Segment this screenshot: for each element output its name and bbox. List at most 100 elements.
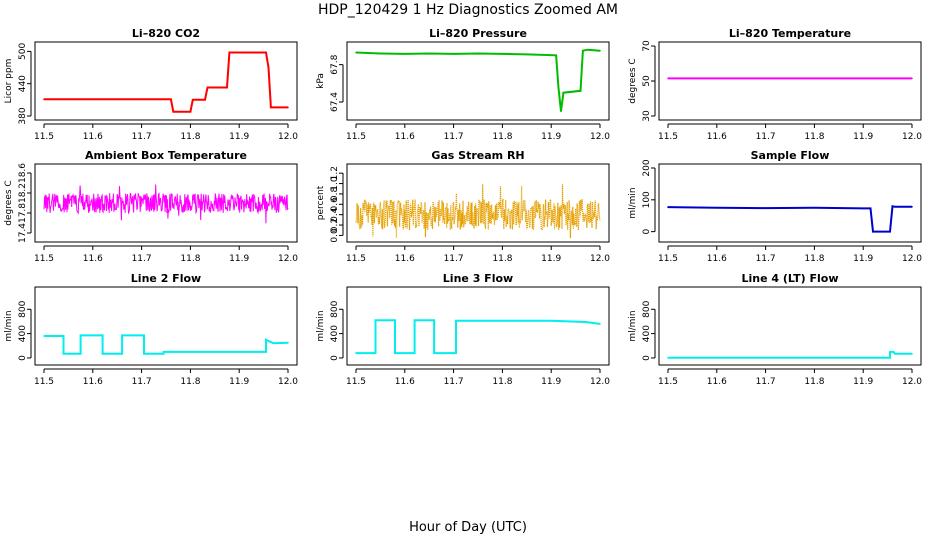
panel-title: Ambient Box Temperature — [85, 149, 247, 162]
x-tick-label: 11.8 — [804, 254, 824, 264]
data-point — [894, 206, 896, 208]
data-point — [192, 99, 194, 101]
y-axis-label: ml/min — [4, 310, 14, 341]
x-tick-label: 11.7 — [756, 254, 776, 264]
data-point — [265, 351, 267, 353]
data-point — [43, 98, 45, 101]
y-tick-label: 0.4 — [330, 207, 340, 222]
data-point — [889, 351, 891, 353]
data-point — [413, 352, 416, 354]
data-point — [270, 106, 272, 109]
series-line — [44, 51, 288, 113]
data-point — [667, 356, 669, 359]
data-point — [79, 352, 82, 355]
data-point — [582, 49, 584, 52]
series — [667, 77, 913, 80]
data-point — [599, 323, 601, 325]
data-point — [550, 320, 552, 322]
x-tick-label: 11.6 — [707, 132, 727, 142]
series-line — [667, 204, 912, 233]
data-point — [428, 52, 431, 55]
panel-5: Gas Stream RH 11.5 11.6 11.7 11.8 11.9 12.0 0.0… — [316, 149, 610, 264]
x-tick-label: 12.0 — [278, 132, 298, 142]
y-tick-label: 800 — [18, 300, 28, 317]
y-tick-label: 18.6 — [18, 163, 28, 183]
data-point — [143, 334, 145, 337]
data-point — [433, 352, 435, 354]
x-tick-label: 11.7 — [444, 132, 464, 142]
x-tick-label: 11.9 — [229, 254, 249, 264]
data-point — [162, 351, 165, 353]
y-tick-label: 50 — [642, 75, 652, 87]
y-tick-label: 200 — [642, 159, 652, 176]
y-tick-label: 380 — [18, 107, 28, 124]
data-point — [764, 207, 767, 209]
x-tick-label: 11.5 — [658, 377, 678, 387]
panel-2: Li–820 Pressure 11.5 11.6 11.7 11.8 11.9 12.0 6… — [316, 27, 610, 142]
y-tick-label: 0.8 — [330, 187, 340, 202]
x-tick-label: 11.8 — [492, 132, 512, 142]
data-point — [204, 99, 206, 101]
x-tick-label: 11.9 — [541, 377, 561, 387]
y-tick-label: 0 — [330, 355, 340, 361]
x-tick-label: 11.9 — [853, 377, 873, 387]
data-point — [228, 51, 231, 54]
data-point — [143, 352, 145, 355]
y-tick-label: 800 — [330, 300, 340, 317]
data-point — [265, 338, 267, 341]
data-point — [374, 319, 377, 322]
x-tick-label: 11.6 — [707, 254, 727, 264]
series — [355, 319, 601, 355]
x-axis: 11.5 11.6 11.7 11.8 11.9 12.0 — [658, 123, 922, 142]
data-point — [62, 352, 65, 355]
series — [667, 350, 913, 359]
x-axis: 11.5 11.6 11.7 11.8 11.9 12.0 — [346, 368, 610, 387]
plot-frame — [346, 41, 610, 121]
panel-title: Line 2 Flow — [131, 272, 201, 285]
data-point — [891, 205, 894, 207]
data-point — [477, 52, 479, 55]
data-point — [892, 351, 895, 353]
data-point — [894, 352, 896, 355]
data-point — [862, 207, 864, 210]
x-tick-label: 11.5 — [658, 254, 678, 264]
plot-frame — [658, 163, 922, 243]
y-tick-label: 0.6 — [330, 197, 340, 212]
plot-frame — [34, 163, 298, 243]
data-point — [889, 230, 891, 233]
x-tick-label: 11.8 — [180, 132, 200, 142]
x-tick-label: 12.0 — [590, 377, 610, 387]
y-axis-label: degrees C — [4, 180, 14, 225]
panel-6: Sample Flow 11.5 11.6 11.7 11.8 11.9 12.0 0 100 2… — [628, 149, 922, 264]
data-point — [265, 51, 267, 54]
y-axis: 30 50 70 degrees C — [628, 40, 656, 122]
series — [43, 334, 289, 355]
y-tick-label: 30 — [642, 110, 652, 122]
x-tick-label: 11.6 — [395, 377, 415, 387]
x-tick-label: 11.7 — [444, 254, 464, 264]
series — [667, 204, 913, 233]
x-tick-label: 11.9 — [229, 132, 249, 142]
x-tick-label: 11.8 — [492, 254, 512, 264]
x-tick-label: 11.5 — [34, 132, 54, 142]
panel-title: Line 4 (LT) Flow — [742, 272, 839, 285]
data-point — [911, 206, 913, 208]
x-axis: 11.5 11.6 11.7 11.8 11.9 12.0 — [658, 245, 922, 264]
data-point — [872, 230, 874, 233]
data-point — [452, 53, 455, 55]
plot-frame — [34, 41, 298, 121]
y-axis: 17.417.818.218.6 degrees C — [4, 163, 32, 243]
series — [355, 184, 601, 239]
data-point — [272, 342, 275, 345]
y-tick-label: 0 — [642, 355, 652, 361]
x-tick-label: 11.7 — [756, 132, 776, 142]
x-tick-label: 11.7 — [444, 377, 464, 387]
x-tick-label: 11.8 — [804, 132, 824, 142]
data-point — [501, 320, 504, 322]
data-point — [911, 77, 913, 80]
figure-title: HDP_120429 1 Hz Diagnostics Zoomed AM — [318, 2, 618, 18]
y-tick-label: 0 — [18, 355, 28, 361]
data-point — [189, 110, 192, 113]
x-tick-label: 11.6 — [395, 254, 415, 264]
